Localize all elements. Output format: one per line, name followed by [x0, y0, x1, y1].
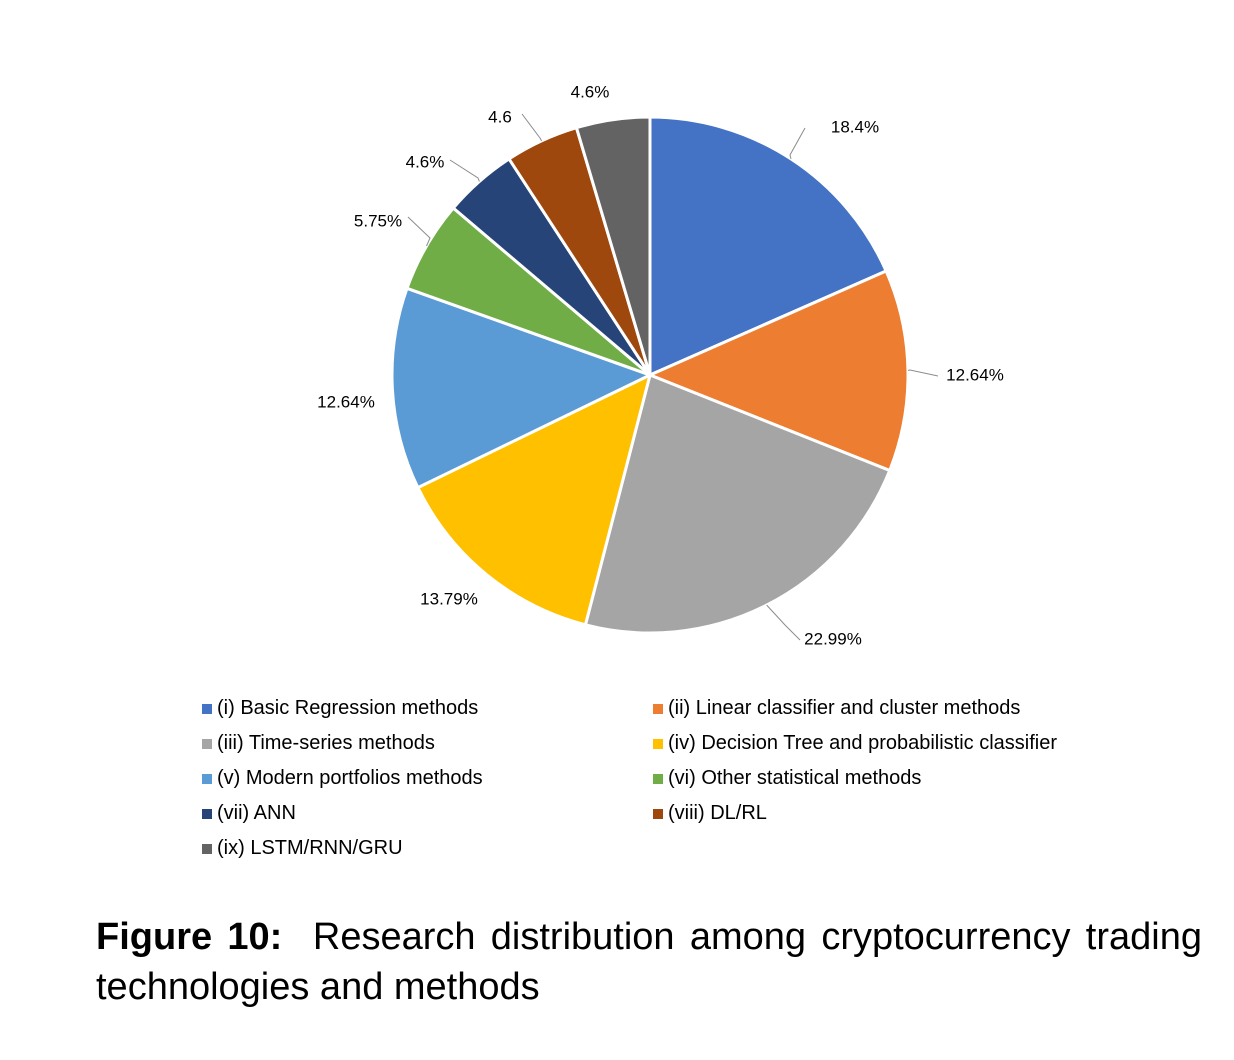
leader-lines — [407, 113, 939, 641]
legend-swatch — [202, 773, 212, 784]
data-label-2: 12.64% — [946, 365, 1004, 384]
legend-item-7: (vii) ANN — [202, 802, 296, 825]
leader-line-7 — [449, 159, 480, 182]
legend-swatch — [653, 773, 663, 784]
legend-swatch — [202, 703, 212, 714]
data-label-6: 5.75% — [354, 211, 402, 230]
legend-item-4: (iv) Decision Tree and probabilistic cla… — [653, 732, 1057, 755]
legend-label: (vii) ANN — [217, 802, 296, 824]
legend-label: (vi) Other statistical methods — [668, 767, 922, 789]
legend-swatch — [653, 703, 663, 714]
figure-caption: Figure 10: Research distribution among c… — [96, 912, 1202, 1012]
leader-line-1 — [789, 127, 806, 160]
legend-label: (viii) DL/RL — [668, 802, 767, 824]
figure-label: Figure 10: — [96, 916, 283, 958]
data-label-4: 13.79% — [420, 589, 478, 608]
pie-slice-5 — [390, 286, 654, 490]
legend-swatch — [202, 808, 212, 819]
leader-line-2 — [907, 369, 939, 377]
legend-label: (iii) Time-series methods — [217, 732, 435, 754]
legend-item-6: (vi) Other statistical methods — [653, 767, 921, 790]
legend-item-5: (v) Modern portfolios methods — [202, 767, 483, 790]
data-labels: 18.4% 12.64% 22.99% 13.79% 12.64% 5.75% 4.6% 4.… — [317, 82, 1004, 648]
pie-chart: 18.4% 12.64% 22.99% 13.79% 12.64% 5.75% 4.6% 4.… — [317, 82, 1004, 648]
legend-item-2: (ii) Linear classifier and cluster metho… — [653, 697, 1020, 720]
legend-item-9: (ix) LSTM/RNN/GRU — [202, 837, 403, 860]
legend-swatch — [202, 843, 212, 854]
legend-label: (i) Basic Regression methods — [217, 697, 479, 719]
data-label-7: 4.6% — [406, 152, 445, 171]
leader-line-6 — [407, 216, 431, 247]
pie-slice-4 — [415, 372, 653, 627]
data-label-8: 4.6 — [488, 107, 512, 126]
data-label-9: 4.6% — [571, 82, 610, 101]
legend-swatch — [653, 808, 663, 819]
legend-item-8: (viii) DL/RL — [653, 802, 767, 825]
pie-slice-1 — [648, 115, 889, 378]
leader-line-3 — [766, 604, 801, 641]
data-label-5: 12.64% — [317, 392, 375, 411]
pie-slice-2 — [646, 269, 910, 473]
pie-slice-9 — [574, 115, 652, 376]
legend-label: (ii) Linear classifier and cluster metho… — [668, 697, 1021, 719]
legend-swatch — [653, 738, 663, 749]
legend-item-3: (iii) Time-series methods — [202, 732, 435, 755]
pie-slice-3 — [583, 372, 892, 635]
legend-label: (ix) LSTM/RNN/GRU — [217, 837, 403, 859]
legend-label: (v) Modern portfolios methods — [217, 767, 483, 789]
leader-line-8 — [521, 113, 543, 142]
legend-item-1: (i) Basic Regression methods — [202, 697, 478, 720]
caption-text: Research distribution among cryptocurren… — [96, 916, 1202, 1008]
pie-slices — [390, 115, 910, 635]
data-label-1: 18.4% — [831, 117, 879, 136]
data-label-3: 22.99% — [804, 629, 862, 648]
legend-swatch — [202, 738, 212, 749]
legend-label: (iv) Decision Tree and probabilistic cla… — [668, 732, 1058, 754]
